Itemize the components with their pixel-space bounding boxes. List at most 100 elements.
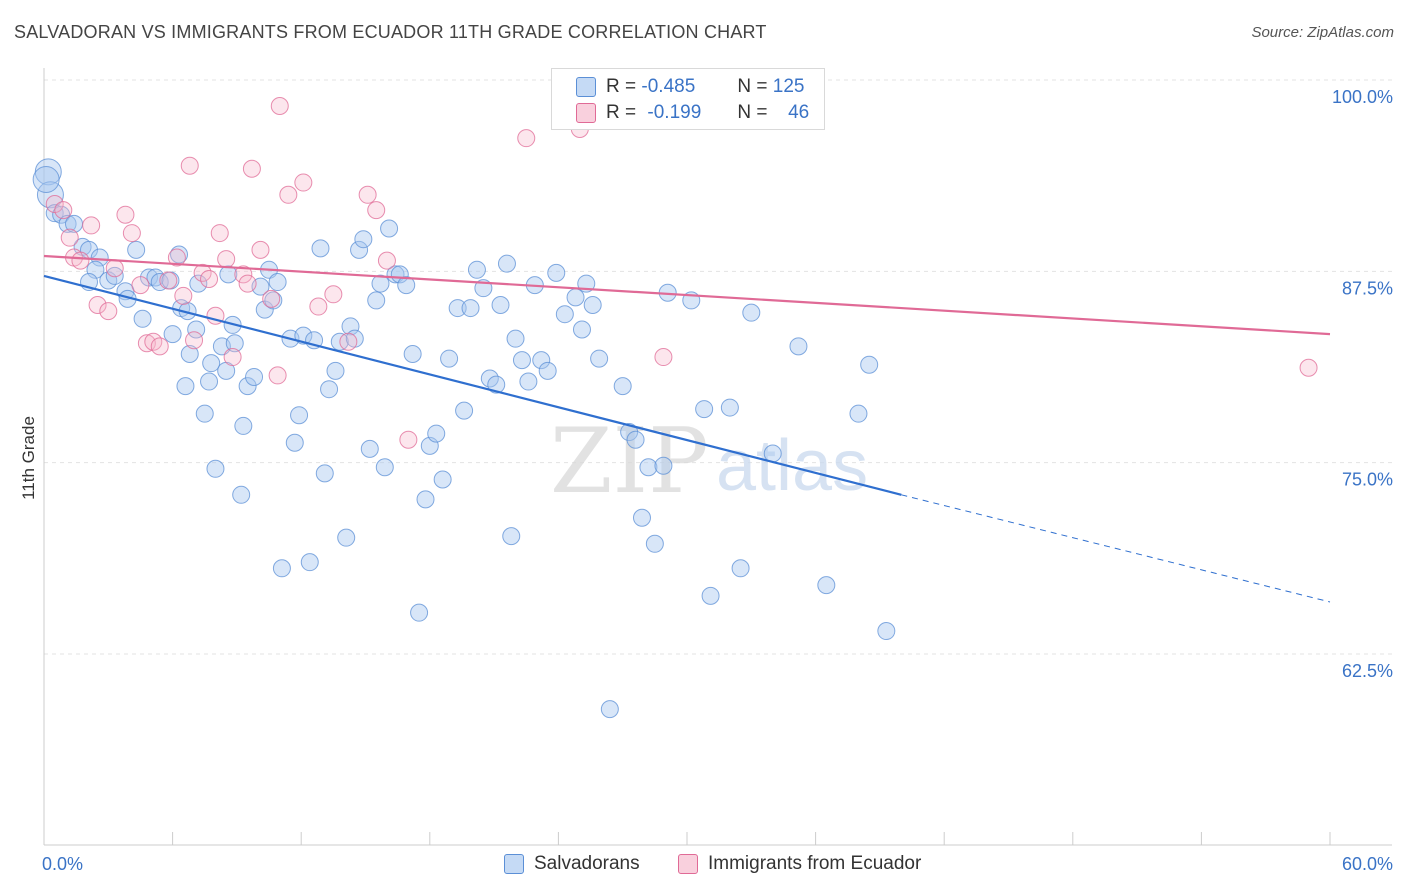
stats-row-salvadorans: R = -0.485 N = 125 (576, 74, 804, 100)
data-point (371, 274, 390, 293)
data-point (590, 349, 609, 368)
data-point (632, 508, 651, 527)
data-point (555, 305, 574, 324)
data-point (860, 355, 879, 374)
data-point (639, 458, 658, 477)
data-point (225, 334, 244, 353)
data-point (339, 332, 358, 351)
data-point (99, 302, 118, 321)
data-point (290, 406, 309, 425)
data-point (294, 173, 313, 192)
data-point (232, 485, 251, 504)
data-point (127, 240, 146, 259)
data-point (572, 320, 591, 339)
data-point (654, 456, 673, 475)
data-point (270, 97, 289, 116)
data-point (105, 259, 124, 278)
data-point (245, 367, 264, 386)
data-point (375, 458, 394, 477)
data-point (150, 337, 169, 356)
data-point (262, 289, 281, 308)
data-point (311, 239, 330, 258)
data-point (234, 416, 253, 435)
data-point (58, 214, 77, 233)
watermark: ZIP atlas (550, 409, 868, 514)
y-tick-label: 75.0% (1342, 470, 1393, 490)
series-ecuador (45, 97, 1318, 449)
r-label: R = (606, 76, 637, 97)
data-point (455, 401, 474, 420)
data-point (583, 296, 602, 315)
data-point (367, 201, 386, 220)
data-point (502, 527, 521, 546)
data-point (210, 224, 229, 243)
chart-source: Source: ZipAtlas.com (1251, 24, 1394, 41)
data-point (433, 470, 452, 489)
data-point (202, 354, 221, 373)
data-point (200, 269, 219, 288)
data-point (219, 265, 238, 284)
data-point (52, 205, 71, 224)
data-point (131, 276, 150, 295)
data-point (399, 430, 418, 449)
data-point (234, 265, 253, 284)
data-point (427, 424, 446, 443)
data-point (116, 205, 135, 224)
ecuador-swatch (576, 103, 596, 123)
data-point (532, 351, 551, 370)
stats-row-ecuador: R = -0.199 N = 46 (576, 100, 809, 126)
data-point (377, 251, 396, 270)
data-point (380, 219, 399, 238)
data-point (512, 351, 531, 370)
data-point (272, 559, 291, 578)
data-point (360, 439, 379, 458)
stats-legend: R = -0.485 N = 125 R = -0.199 N = 46 (551, 68, 825, 130)
data-point (701, 586, 720, 605)
data-point (620, 423, 639, 442)
trend-line-salvadorans (43, 274, 902, 496)
data-point (337, 528, 356, 547)
data-point (720, 398, 739, 417)
data-point (467, 260, 486, 279)
data-point (90, 248, 109, 267)
data-point (324, 285, 343, 304)
data-point (285, 433, 304, 452)
data-point (358, 185, 377, 204)
data-point (242, 159, 261, 178)
n-label: N = (737, 76, 768, 97)
data-point (200, 372, 219, 391)
legend-item-ecuador: Immigrants from Ecuador (678, 852, 921, 876)
data-point (877, 622, 896, 641)
data-point (88, 296, 107, 315)
data-point (341, 317, 360, 336)
data-point (122, 224, 141, 243)
data-point (176, 377, 195, 396)
legend-swatch-salvadorans (504, 854, 524, 874)
data-point (54, 201, 73, 220)
data-point (180, 156, 199, 175)
data-point (742, 303, 761, 322)
x-tick-label: 0.0% (42, 854, 83, 874)
data-point (410, 603, 429, 622)
legend-swatch-ecuador (678, 854, 698, 874)
y-axis-label: 11th Grade (19, 416, 38, 500)
data-point (789, 337, 808, 356)
data-point (133, 309, 152, 328)
data-point (448, 299, 467, 318)
data-point (416, 490, 435, 509)
axes (43, 68, 1392, 846)
n-label: N = (737, 102, 768, 123)
data-point (626, 430, 645, 449)
data-point (174, 286, 193, 305)
data-point (170, 245, 189, 264)
data-point (315, 464, 334, 483)
data-point (251, 240, 270, 259)
data-point (189, 274, 208, 293)
data-point (187, 320, 206, 339)
data-point (354, 230, 373, 249)
data-point (695, 400, 714, 419)
data-point (519, 372, 538, 391)
data-point (159, 271, 178, 290)
data-point (294, 326, 313, 345)
data-point (566, 288, 585, 307)
